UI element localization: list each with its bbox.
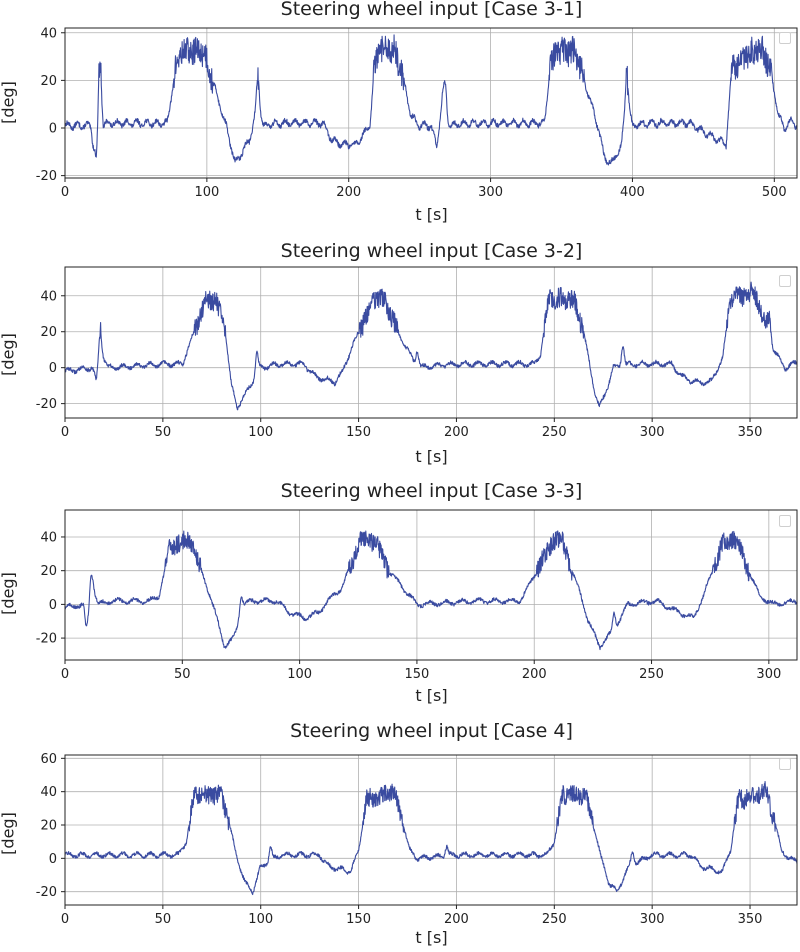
y-tick-label: 0 <box>49 122 57 137</box>
y-tick-label: 0 <box>49 598 57 613</box>
y-tick-label: -20 <box>36 397 57 412</box>
x-tick-label: 100 <box>248 912 273 927</box>
chart-title: Steering wheel input [Case 3-1] <box>280 0 583 20</box>
x-tick-label: 300 <box>756 667 781 682</box>
x-tick-label: 350 <box>738 425 763 440</box>
y-tick-label: 20 <box>40 74 57 89</box>
y-axis-label: [deg] <box>0 81 18 124</box>
chart-title: Steering wheel input [Case 3-2] <box>280 240 583 262</box>
chart-panel-3: Steering wheel input [Case 3-3] 0 50 100 15… <box>0 476 800 714</box>
plot-frame <box>64 266 798 419</box>
chart-plot: 0 50 100 150 200 250 300 -20 0 20 40 <box>36 509 798 682</box>
legend-box <box>779 515 791 527</box>
y-axis-label: [deg] <box>0 572 18 615</box>
data-line-steering <box>64 281 798 411</box>
data-line-steering <box>64 781 798 896</box>
chart-panel-4: Steering wheel input [Case 4] 0 50 100 150 2… <box>0 714 800 952</box>
y-tick-label: -20 <box>36 632 57 647</box>
y-tick-label: 20 <box>40 819 57 834</box>
x-tick-label: 300 <box>640 912 665 927</box>
legend-box <box>779 275 791 287</box>
y-tick-label: 20 <box>40 325 57 340</box>
y-tick-label: 60 <box>40 752 57 767</box>
x-tick-label: 200 <box>336 185 361 200</box>
y-tick-label: 40 <box>40 26 57 41</box>
chart-plot: 0 100 200 300 400 500 -20 0 20 40 <box>36 26 798 200</box>
plot-frame <box>64 509 798 661</box>
x-tick-label: 250 <box>542 912 567 927</box>
x-tick-label: 200 <box>444 425 469 440</box>
x-tick-label: 150 <box>346 425 371 440</box>
data-line-steering <box>64 530 798 651</box>
x-tick-label: 100 <box>248 425 273 440</box>
legend-box <box>779 32 791 44</box>
x-tick-label: 400 <box>620 185 645 200</box>
x-tick-label: 100 <box>287 667 312 682</box>
y-axis-label: [deg] <box>0 333 18 376</box>
x-tick-label: 200 <box>522 667 547 682</box>
x-tick-label: 200 <box>444 912 469 927</box>
x-tick-label: 50 <box>174 667 191 682</box>
x-axis-label: t [s] <box>415 205 448 224</box>
x-tick-label: 100 <box>194 185 219 200</box>
plot-frame <box>64 27 798 179</box>
y-tick-label: -20 <box>36 169 57 184</box>
x-tick-label: 500 <box>762 185 787 200</box>
x-tick-label: 50 <box>155 912 172 927</box>
plot-frame <box>64 754 798 906</box>
x-tick-label: 150 <box>405 667 430 682</box>
chart-panel-1: Steering wheel input [Case 3-1] 0 100 200 3… <box>0 0 800 238</box>
x-tick-label: 250 <box>542 425 567 440</box>
x-tick-label: 300 <box>478 185 503 200</box>
x-axis-label: t [s] <box>415 447 448 466</box>
legend-box <box>779 758 791 770</box>
x-axis-label: t [s] <box>415 686 448 705</box>
x-tick-label: 150 <box>346 912 371 927</box>
y-tick-label: 40 <box>40 530 57 545</box>
x-tick-label: 0 <box>61 185 69 200</box>
x-axis-label: t [s] <box>415 928 448 947</box>
y-tick-label: 40 <box>40 785 57 800</box>
x-tick-label: 50 <box>155 425 172 440</box>
y-tick-label: 40 <box>40 289 57 304</box>
chart-title: Steering wheel input [Case 3-3] <box>280 480 583 502</box>
y-axis-label: [deg] <box>0 812 18 855</box>
chart-plot: 0 50 100 150 200 250 300 350 -20 0 20 40 <box>36 266 798 440</box>
chart-panel-2: Steering wheel input [Case 3-2] 0 50 100 15… <box>0 238 800 476</box>
y-tick-label: 0 <box>49 361 57 376</box>
data-line-steering <box>64 34 798 166</box>
y-tick-label: -20 <box>36 885 57 900</box>
x-tick-label: 250 <box>639 667 664 682</box>
x-tick-label: 300 <box>640 425 665 440</box>
x-tick-label: 0 <box>61 912 69 927</box>
chart-plot: 0 50 100 150 200 250 300 350 -20 0 20 40 60 <box>36 752 798 927</box>
x-tick-label: 0 <box>61 425 69 440</box>
y-tick-label: 20 <box>40 564 57 579</box>
chart-title: Steering wheel input [Case 4] <box>290 720 573 742</box>
y-tick-label: 0 <box>49 852 57 867</box>
x-tick-label: 0 <box>61 667 69 682</box>
x-tick-label: 350 <box>738 912 763 927</box>
